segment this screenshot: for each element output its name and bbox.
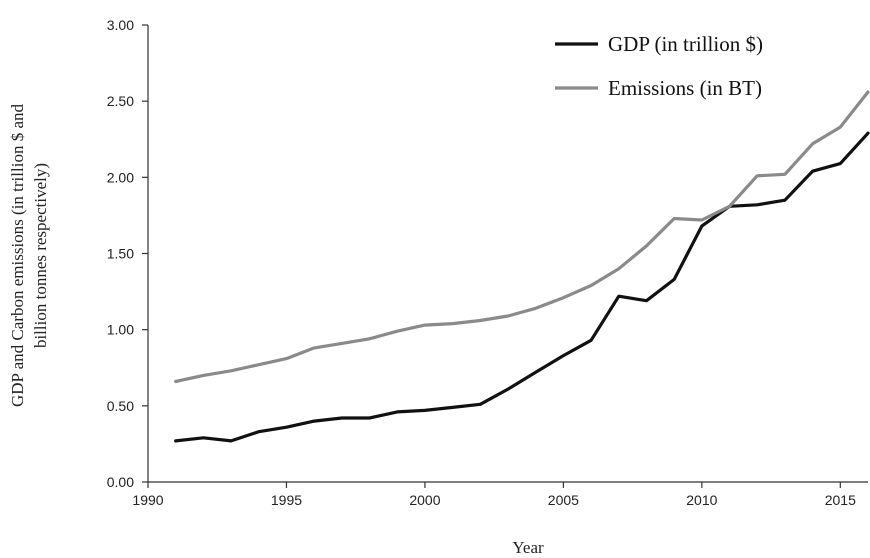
- x-tick-label: 2000: [409, 492, 440, 508]
- legend: GDP (in trillion $) Emissions (in BT): [555, 32, 763, 100]
- series-layer: [174, 90, 870, 443]
- y-tick-label: 0.00: [107, 474, 134, 490]
- y-tick-label: 2.50: [107, 93, 134, 109]
- y-tick-label: 2.00: [107, 169, 134, 185]
- y-tick-label: 1.50: [107, 246, 134, 262]
- x-tick-label: 1995: [271, 492, 302, 508]
- x-tick-label: 2005: [548, 492, 579, 508]
- y-axis-title-line-1: GDP and Carbon emissions (in trillion $ …: [8, 104, 27, 407]
- series-line-gdp: [174, 131, 870, 443]
- x-tick-label: 1990: [132, 492, 163, 508]
- y-tick-label: 0.50: [107, 398, 134, 414]
- y-tick-label: 1.00: [107, 322, 134, 338]
- y-axis-ticks: 0.00 0.50 1.00 1.50 2.00 2.50 3.00: [107, 17, 148, 490]
- legend-label: Emissions (in BT): [608, 76, 762, 100]
- legend-label: GDP (in trillion $): [608, 32, 763, 56]
- y-tick-label: 3.00: [107, 17, 134, 33]
- x-axis-ticks: 1990 1995 2000 2005 2010 2015: [132, 482, 856, 508]
- x-tick-label: 2015: [825, 492, 856, 508]
- y-axis-title-line-2: billion tonnes respectively): [31, 163, 50, 348]
- series-line-emissions: [174, 90, 870, 384]
- x-tick-label: 2010: [686, 492, 717, 508]
- x-axis-title: Year: [512, 538, 544, 557]
